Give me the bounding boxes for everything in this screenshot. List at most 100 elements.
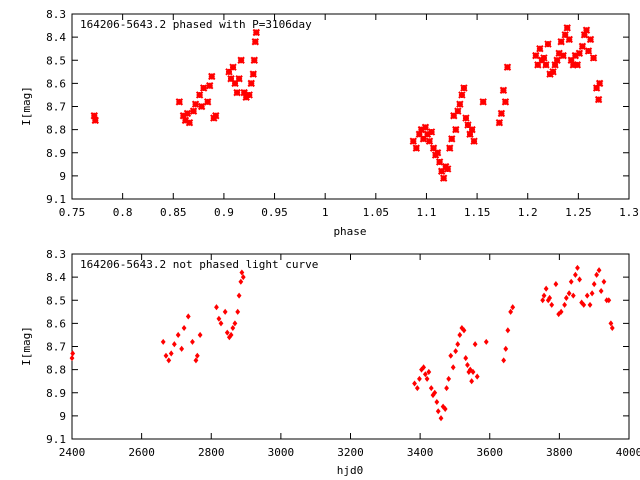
data-point xyxy=(567,56,575,64)
data-point xyxy=(462,114,470,122)
data-point xyxy=(457,331,463,338)
data-point xyxy=(228,331,234,338)
data-point xyxy=(421,364,427,371)
data-point xyxy=(582,26,591,34)
data-point xyxy=(472,341,478,348)
data-point xyxy=(229,63,237,71)
data-point xyxy=(501,357,507,364)
data-point xyxy=(70,350,76,357)
data-point xyxy=(598,287,604,295)
data-point xyxy=(575,264,580,271)
unphased-light-curve-panel: 8.3 8.4 8.5 8.6 8.7 8.8 8.9 9 9.1 2400 2600 2800 30… xyxy=(20,248,640,477)
data-point xyxy=(549,301,555,308)
data-point xyxy=(501,98,510,106)
data-point xyxy=(577,276,582,283)
data-point xyxy=(240,88,248,97)
data-point xyxy=(91,116,99,125)
data-point xyxy=(240,274,246,281)
data-point xyxy=(232,320,238,327)
data-point xyxy=(536,44,544,53)
data-point xyxy=(197,102,206,111)
data-point xyxy=(439,174,448,182)
data-point xyxy=(470,137,478,145)
data-point xyxy=(466,130,474,138)
data-point xyxy=(474,373,480,380)
x-tick-label: 1.2 xyxy=(518,206,538,219)
data-point xyxy=(606,297,612,304)
data-point xyxy=(458,91,466,99)
y-tick-label: 8.7 xyxy=(46,101,66,114)
y-tick-label: 8.4 xyxy=(46,271,66,284)
plot-frame xyxy=(71,253,630,440)
data-point xyxy=(503,63,512,71)
data-point xyxy=(166,357,172,364)
data-point xyxy=(90,112,98,120)
data-point xyxy=(532,51,540,60)
data-point xyxy=(454,107,462,115)
data-point xyxy=(540,297,546,304)
data-point xyxy=(540,54,548,62)
data-point xyxy=(547,294,553,301)
data-point xyxy=(578,42,587,51)
data-point xyxy=(412,144,421,152)
data-point xyxy=(572,271,578,278)
data-point xyxy=(249,70,257,78)
data-point xyxy=(483,338,489,345)
data-point xyxy=(453,348,459,355)
data-point xyxy=(247,79,255,88)
data-point xyxy=(469,378,475,385)
data-point xyxy=(555,49,563,58)
data-point xyxy=(543,285,549,292)
data-point xyxy=(587,301,593,308)
data-point xyxy=(412,380,417,387)
y-tick-label: 9 xyxy=(59,410,66,423)
data-point xyxy=(185,313,191,320)
data-point xyxy=(594,271,600,278)
data-point xyxy=(216,315,222,322)
x-tick-label: 1.15 xyxy=(464,206,491,219)
data-point xyxy=(421,123,430,132)
data-point xyxy=(69,355,75,362)
data-point xyxy=(558,308,564,315)
data-point xyxy=(460,84,468,92)
x-tick-label: 0.8 xyxy=(113,206,133,219)
y-axis-title: I[mag] xyxy=(20,86,33,126)
x-tick-label: 2800 xyxy=(198,446,225,459)
x-tick-label: 2400 xyxy=(59,446,86,459)
data-point xyxy=(444,385,449,392)
data-point xyxy=(199,84,208,92)
data-point xyxy=(461,327,467,334)
data-point xyxy=(452,125,460,134)
data-point xyxy=(589,54,598,62)
y-axis-title: I[mag] xyxy=(20,326,33,366)
data-point xyxy=(233,88,241,97)
data-point xyxy=(499,86,508,95)
data-point xyxy=(438,415,444,422)
data-point xyxy=(181,116,190,125)
data-point xyxy=(434,398,440,406)
x-tick-label: 0.85 xyxy=(160,206,187,219)
data-point xyxy=(435,158,444,166)
data-point xyxy=(580,31,589,39)
x-axis-title: hjd0 xyxy=(337,464,364,477)
phased-light-curve-panel: 8.3 8.4 8.5 8.6 8.7 8.8 8.9 9 9.1 0.75 0.8 0.85 0.9… xyxy=(20,8,639,238)
data-point xyxy=(569,61,578,69)
data-point xyxy=(426,368,432,375)
data-point xyxy=(455,341,461,348)
x-tick-label: 0.95 xyxy=(261,206,288,219)
data-point xyxy=(495,118,504,127)
x-tick-label: 4000 xyxy=(616,446,640,459)
data-point xyxy=(189,107,198,115)
y-axis-ticks: 8.3 8.4 8.5 8.6 8.7 8.8 8.9 9 9.1 xyxy=(46,248,629,446)
y-tick-label: 9.1 xyxy=(46,433,66,446)
plot-title: 164206-5643.2 not phased light curve xyxy=(80,258,318,271)
plot-title: 164206-5643.2 phased with P=3106day xyxy=(80,18,312,31)
data-point xyxy=(568,278,574,285)
data-point xyxy=(415,130,424,138)
data-point xyxy=(252,28,261,37)
data-point xyxy=(251,38,260,46)
data-point xyxy=(594,95,603,104)
data-point xyxy=(191,100,200,108)
data-point xyxy=(464,121,472,129)
